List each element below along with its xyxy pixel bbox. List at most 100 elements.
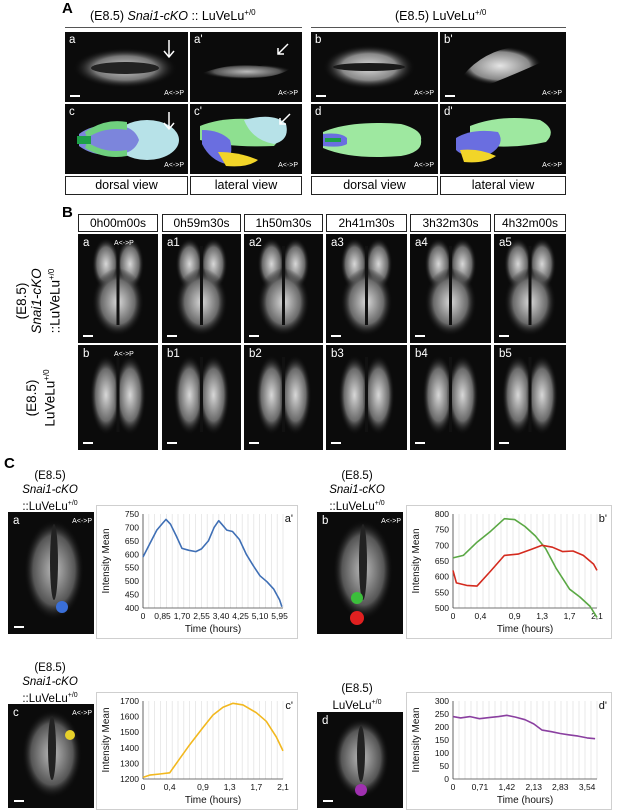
- y-tick-label: 500: [125, 576, 139, 586]
- y-tick-label: 700: [125, 522, 139, 532]
- time-label: 0h59m30s: [162, 214, 241, 232]
- x-tick-label: 1,7: [564, 611, 576, 621]
- x-tick-label: 0,71: [472, 782, 489, 792]
- ap-axis-label: A<->P: [278, 90, 298, 97]
- panelA-image-a: a A<->P: [65, 32, 188, 102]
- image-label: a: [13, 515, 20, 527]
- ap-axis-label: A<->P: [114, 351, 134, 358]
- image-label: b1: [167, 348, 180, 360]
- ap-axis-label: A<->P: [542, 162, 562, 169]
- image-label: b5: [499, 348, 512, 360]
- scale-bar: [445, 95, 455, 97]
- roi-dot: [350, 611, 364, 625]
- scale-bar: [249, 442, 259, 444]
- roi-dot: [351, 592, 363, 604]
- image-label: b3: [331, 348, 344, 360]
- x-axis-label: Time (hours): [497, 795, 553, 806]
- panelC-d-label: (E8.5) LuVeLu+/0: [332, 683, 382, 712]
- timelapse-frame: a A<->P: [78, 234, 158, 343]
- time-label: 4h32m00s: [494, 214, 566, 232]
- panelC-b-label: (E8.5) Snai1-cKO::LuVeLu+/0: [329, 470, 385, 513]
- image-label: b: [322, 515, 329, 527]
- panel-B-letter: B: [62, 204, 73, 221]
- y-axis-label: Intensity Mean: [101, 707, 112, 772]
- y-tick-label: 1200: [120, 774, 139, 784]
- y-tick-label: 200: [435, 722, 449, 732]
- x-tick-label: 1,70: [174, 611, 191, 621]
- y-tick-label: 0: [444, 774, 449, 784]
- panelA-image-c-prime: c' A<->P: [190, 104, 302, 174]
- x-axis-label: Time (hours): [185, 795, 241, 806]
- image-label: b: [83, 348, 90, 360]
- x-tick-label: 3,54: [579, 782, 596, 792]
- panelA-left-rule: [65, 27, 302, 28]
- x-tick-label: 0: [451, 782, 456, 792]
- view-caption-lateral-left: lateral view: [190, 176, 302, 195]
- panelC-image-c: c A<->P: [8, 704, 94, 808]
- image-label: a4: [415, 237, 428, 249]
- y-tick-label: 1700: [120, 696, 139, 706]
- roi-dot: [56, 601, 68, 613]
- image-label: a: [69, 34, 76, 46]
- panelC-image-b: b A<->P: [317, 512, 403, 634]
- panelA-image-d-prime: d' A<->P: [440, 104, 566, 174]
- ap-axis-label: A<->P: [381, 518, 401, 525]
- y-tick-label: 1300: [120, 758, 139, 768]
- scale-bar: [83, 442, 93, 444]
- time-label: 0h00m00s: [78, 214, 158, 232]
- arrow-icon: [163, 112, 175, 131]
- scale-bar: [415, 442, 425, 444]
- panel-label: b': [599, 513, 607, 525]
- y-tick-label: 500: [435, 603, 449, 613]
- x-tick-label: 1,42: [499, 782, 516, 792]
- image-label: b': [444, 34, 453, 46]
- y-tick-label: 750: [125, 509, 139, 519]
- timelapse-frame: b A<->P: [78, 345, 158, 450]
- ap-axis-label: A<->P: [114, 240, 134, 247]
- y-tick-label: 650: [435, 556, 449, 566]
- y-tick-label: 700: [435, 540, 449, 550]
- x-tick-label: 5,10: [252, 611, 269, 621]
- image-label: a3: [331, 237, 344, 249]
- scale-bar: [167, 335, 177, 337]
- arrow-icon: [279, 113, 291, 125]
- scale-bar: [83, 335, 93, 337]
- image-label: a': [194, 34, 203, 46]
- x-tick-label: 1,3: [224, 782, 236, 792]
- view-caption-dorsal-left: dorsal view: [65, 176, 188, 195]
- panelA-right-rule: [311, 27, 566, 28]
- timelapse-frame: a2: [244, 234, 323, 343]
- ap-axis-label: A<->P: [414, 162, 434, 169]
- scale-bar: [331, 335, 341, 337]
- x-tick-label: 2,55: [193, 611, 210, 621]
- arrow-icon: [163, 40, 175, 59]
- panelA-left-header: (E8.5) Snai1-cKO :: LuVeLu+/0: [90, 8, 256, 24]
- scale-bar: [14, 800, 24, 802]
- y-axis-label: Intensity Mean: [101, 528, 112, 593]
- series-line: [142, 702, 284, 779]
- x-tick-label: 2,13: [525, 782, 542, 792]
- panelA-image-a-prime: a' A<->P: [190, 32, 302, 102]
- image-label: c: [13, 707, 19, 719]
- image-label: c: [69, 106, 75, 118]
- x-axis-label: Time (hours): [185, 624, 241, 635]
- panelC-a-label: (E8.5) Snai1-cKO::LuVeLu+/0: [22, 470, 78, 513]
- x-tick-label: 0,85: [154, 611, 171, 621]
- image-label: d: [315, 106, 322, 118]
- timelapse-frame: b1: [162, 345, 241, 450]
- scale-bar: [167, 442, 177, 444]
- y-tick-label: 550: [435, 587, 449, 597]
- scale-bar: [249, 335, 259, 337]
- image-label: b4: [415, 348, 428, 360]
- image-label: b2: [249, 348, 262, 360]
- image-label: a5: [499, 237, 512, 249]
- ap-axis-label: A<->P: [414, 90, 434, 97]
- y-tick-label: 400: [125, 603, 139, 613]
- panel-label: d': [599, 700, 607, 712]
- panel-label: a': [285, 513, 293, 525]
- time-label: 1h50m30s: [244, 214, 323, 232]
- y-tick-label: 50: [440, 761, 450, 771]
- x-tick-label: 0: [141, 611, 146, 621]
- image-label: a1: [167, 237, 180, 249]
- x-tick-label: 0: [451, 611, 456, 621]
